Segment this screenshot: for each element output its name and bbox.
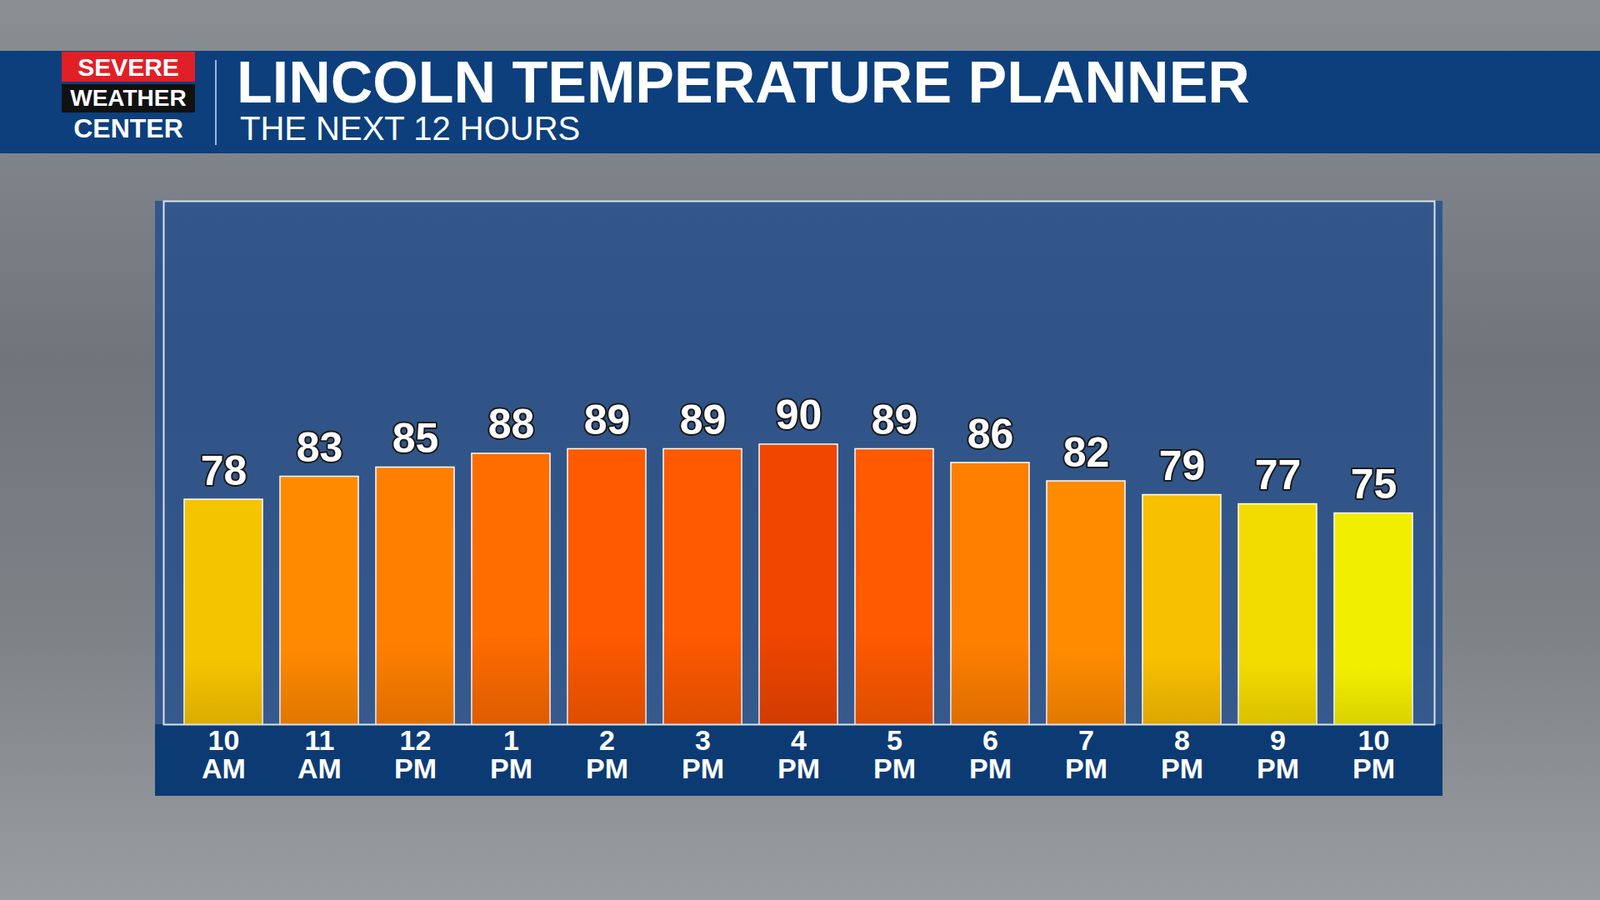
svg-text:4PM: 4PM (777, 724, 820, 785)
svg-text:11AM: 11AM (297, 724, 342, 785)
svg-text:10PM: 10PM (1352, 724, 1395, 785)
html-text:WEATHER: WEATHER (70, 85, 187, 111)
svg-text:8PM: 8PM (1160, 724, 1204, 785)
svg-text:79: 79 (1159, 442, 1206, 490)
svg-text:77: 77 (1255, 451, 1302, 499)
svg-text:3PM: 3PM (681, 724, 725, 785)
html-text:SEVERE: SEVERE (77, 53, 180, 81)
svg-text:89: 89 (871, 396, 919, 444)
svg-text:5PM: 5PM (873, 724, 916, 785)
svg-text:9PM: 9PM (1256, 724, 1300, 785)
svg-text:7PM: 7PM (1065, 724, 1108, 785)
svg-text:88: 88 (488, 400, 535, 448)
svg-text:2PM: 2PM (585, 724, 629, 785)
svg-text:6PM: 6PM (969, 724, 1012, 785)
svg-text:1PM: 1PM (490, 724, 533, 785)
svg-text:89: 89 (680, 396, 727, 444)
html-text:CENTER: CENTER (73, 113, 184, 144)
svg-text:85: 85 (392, 415, 440, 462)
svg-text:75: 75 (1350, 460, 1398, 508)
svg-text:10AM: 10AM (201, 724, 246, 785)
svg-text:90: 90 (775, 391, 823, 439)
svg-text:12PM: 12PM (394, 724, 437, 785)
svg-text:83: 83 (296, 424, 344, 471)
html-text:THE NEXT 12 HOURS: THE NEXT 12 HOURS (240, 110, 581, 147)
svg-text:89: 89 (584, 396, 631, 444)
svg-text:78: 78 (200, 447, 248, 495)
svg-text:86: 86 (967, 410, 1015, 458)
svg-text:82: 82 (1063, 429, 1110, 476)
html-text:LINCOLN TEMPERATURE PLANNER: LINCOLN TEMPERATURE PLANNER (236, 50, 1250, 115)
